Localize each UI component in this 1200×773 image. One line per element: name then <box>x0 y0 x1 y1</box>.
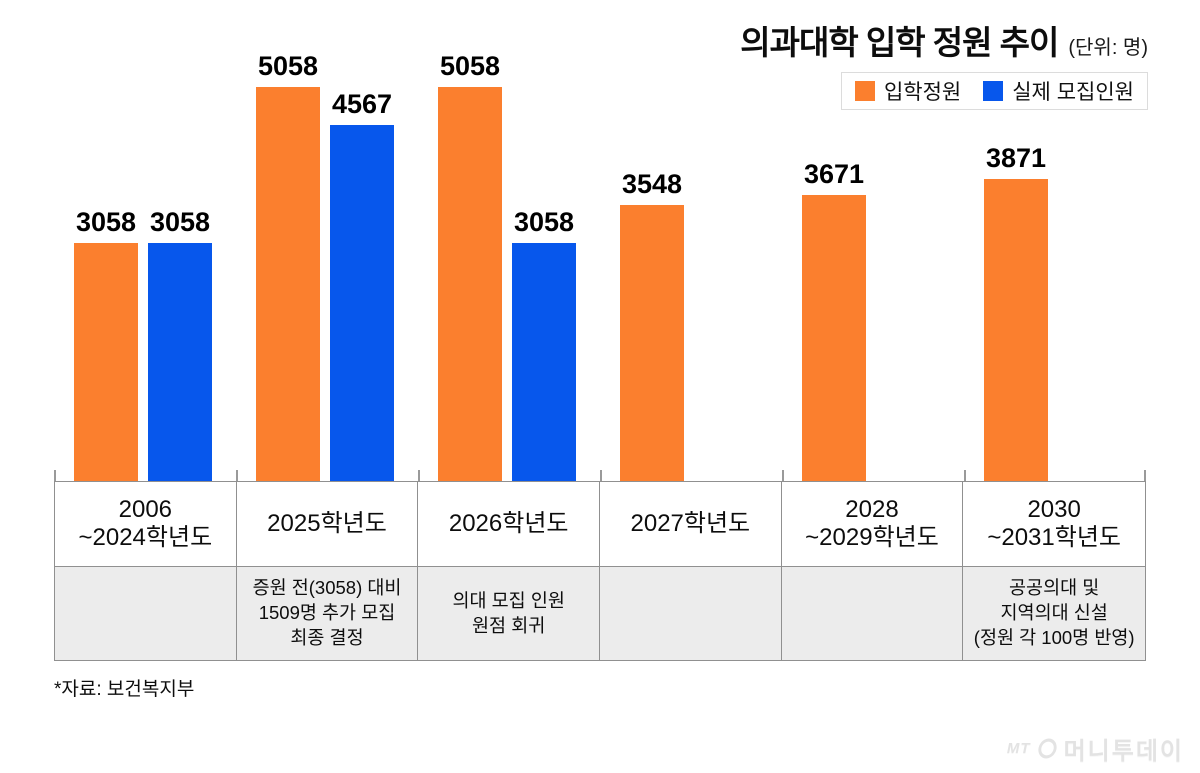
bar-value-label: 3058 <box>513 207 575 237</box>
source-note: *자료: 보건복지부 <box>54 679 195 700</box>
category-cell: 2026학년도 <box>418 482 600 566</box>
bar-value-label: 3871 <box>985 143 1047 173</box>
category-cell: 2028 ~2029학년도 <box>782 482 964 566</box>
bar-value-label: 3671 <box>803 159 865 189</box>
publisher-watermark: MT 머니투데이 <box>1007 731 1184 766</box>
axis-tick <box>54 470 56 483</box>
axis-tick <box>418 470 420 483</box>
axis-tick <box>600 470 602 483</box>
quota-bar <box>984 179 1048 481</box>
legend-item: 실제 모집인원 <box>983 76 1134 106</box>
bar-value-label: 3058 <box>75 207 137 237</box>
quota-bar <box>256 87 320 481</box>
bar-value-label: 3548 <box>621 169 683 199</box>
note-cell <box>55 566 237 660</box>
quota-bar <box>802 195 866 481</box>
chart-legend: 입학정원 실제 모집인원 <box>840 72 1148 110</box>
category-cell: 2027학년도 <box>600 482 782 566</box>
category-row: 2006 ~2024학년도 2025학년도 2026학년도 2027학년도 2028 ~… <box>55 482 1145 566</box>
category-table: 2006 ~2024학년도 2025학년도 2026학년도 2027학년도 2028 ~… <box>54 481 1146 661</box>
axis-tick <box>964 470 966 483</box>
category-cell: 2025학년도 <box>237 482 419 566</box>
legend-swatch-icon <box>854 81 875 101</box>
bar-group: 5058 4567 <box>236 0 418 481</box>
axis-tick <box>782 470 784 483</box>
legend-label: 실제 모집인원 <box>1012 81 1134 104</box>
legend-swatch-icon <box>983 81 1004 101</box>
legend-label: 입학정원 <box>883 81 962 104</box>
axis-tick <box>1144 470 1146 483</box>
note-cell: 의대 모집 인원 원점 회귀 <box>418 566 600 660</box>
quota-bar <box>438 87 502 481</box>
bar-chart: 3058 3058 5058 4567 5058 3058 3548 3671 3871 <box>54 0 1146 483</box>
title-unit-label: (단위: 명) <box>1068 37 1148 59</box>
bar-value-label: 3058 <box>149 207 211 237</box>
bar-group: 3548 <box>600 0 782 481</box>
notes-row: 증원 전(3058) 대비 1509명 추가 모집 최종 결정 의대 모집 인원 … <box>55 566 1145 660</box>
page-title: 의과대학 입학 정원 추이 <box>740 24 1059 61</box>
publisher-name: 머니투데이 <box>1063 738 1184 765</box>
moneytoday-circle-icon <box>1036 736 1058 761</box>
actual-bar <box>512 243 576 481</box>
actual-bar <box>148 243 212 481</box>
note-cell <box>781 566 964 660</box>
axis-tick <box>236 470 238 483</box>
bar-group: 3871 <box>964 0 1146 481</box>
quota-bar <box>620 205 684 481</box>
category-cell: 2030 ~2031학년도 <box>987 495 1121 551</box>
note-cell: 공공의대 및 지역의대 신설 (정원 각 100명 반영) <box>963 566 1145 660</box>
category-cell: 2006 ~2024학년도 <box>55 482 237 566</box>
bar-group: 5058 3058 <box>418 0 600 481</box>
note-cell: 증원 전(3058) 대비 1509명 추가 모집 최종 결정 <box>236 566 419 660</box>
note-cell <box>600 566 782 660</box>
bar-value-label: 5058 <box>257 51 319 81</box>
actual-bar <box>330 125 394 481</box>
legend-item: 입학정원 <box>854 76 962 106</box>
bar-value-label: 5058 <box>439 51 501 81</box>
quota-bar <box>74 243 138 481</box>
bar-group: 3058 3058 <box>54 0 236 481</box>
title-bar: 의과대학 입학 정원 추이 (단위: 명) <box>740 16 1148 64</box>
bar-value-label: 4567 <box>331 89 393 119</box>
mt-logo-text: MT <box>1006 740 1031 757</box>
bar-group: 3671 <box>782 0 964 481</box>
